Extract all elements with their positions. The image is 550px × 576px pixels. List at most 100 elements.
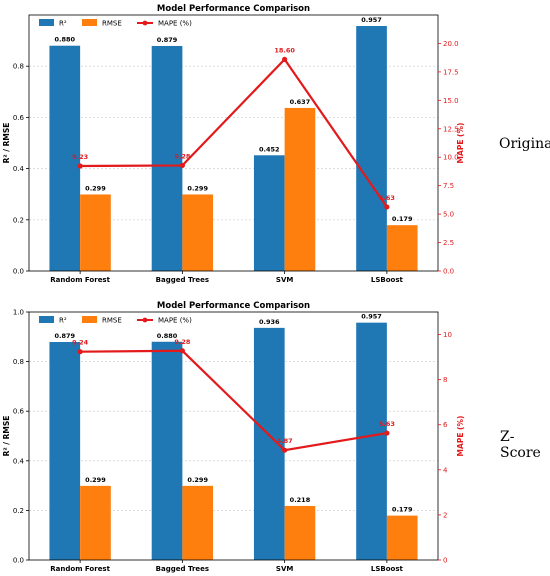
chart1-legend-label: R² [59,20,67,28]
chart1-bar-rmse [386,225,418,271]
chart2-bar-value-label: 0.218 [290,496,311,504]
chart1-mape-line [80,57,388,208]
chart1-y2-tick-label: 15.0 [443,97,459,105]
chart2-mape-point [179,348,185,354]
chart2-bar-r2 [356,322,387,560]
chart2-y-tick-label: 0.4 [13,457,25,465]
chart1-x-tick-label: Bagged Trees [156,276,209,284]
chart1-y-axis-label: R² / RMSE [2,123,11,164]
chart1-bar-rmse [182,194,214,271]
chart1-y2-tick-label: 20.0 [443,40,459,48]
chart1-plot-frame [28,14,439,272]
chart2-legend-swatch-r2 [39,316,54,323]
chart2-x-tick-label: Random Forest [50,565,110,573]
chart1-title: Model Performance Comparison [157,4,310,14]
chart2-bar-rmse [182,485,214,560]
chart2-mape-point [77,349,83,355]
chart2-legend-label: R² [59,317,67,325]
chart2-bar-value-label: 0.179 [392,506,413,514]
chart1-bar-r2 [151,45,183,272]
chart2-bar-r2 [49,342,81,560]
chart2-y2-tick-label: 8 [443,376,447,384]
chart2-x-tick-label: LSBoost [371,565,404,573]
chart1-bar-r2 [49,45,81,271]
chart1-x-tick-label: Random Forest [50,276,110,284]
chart2-bar-r2 [151,341,183,560]
chart2-title: Model Performance Comparison [157,301,310,311]
chart1-y2-tick-label: 5.0 [443,211,454,219]
chart1-mape-value-label: 9.28 [174,152,191,160]
chart1-legend-swatch-rmse [82,19,97,26]
chart2-bar-rmse [80,485,111,560]
chart1-bar-value-label: 0.452 [259,145,280,153]
chart1-bar-r2 [253,155,285,271]
chart2-y2-tick-label: 10 [443,331,452,339]
chart2-mape-value-label: 9.24 [72,339,89,347]
chart2-y-tick-label: 0.0 [13,557,24,565]
chart2-bar-value-label: 0.299 [85,476,106,484]
chart2-bar-value-label: 0.957 [361,313,382,321]
chart1-mape-value-label: 5.63 [379,194,395,202]
chart2-y-tick-label: 1.0 [13,309,24,317]
chart2-bar-value-label: 0.880 [157,332,178,340]
chart2-legend-label: RMSE [102,317,122,325]
chart2-legend-marker-mape [142,317,148,323]
chart2-mape-point [384,430,390,436]
chart1-mape-point [77,163,83,169]
chart1-bar-value-label: 0.880 [55,36,76,44]
chart2-bar-value-label: 0.936 [259,318,280,326]
chart1-y-tick-label: 0.2 [13,216,24,224]
chart2-legend-label: MAPE (%) [158,317,192,325]
chart1-legend-label: RMSE [102,20,122,28]
chart1-y2-tick-label: 10.0 [443,154,459,162]
chart1-mape-value-label: 9.23 [72,153,88,161]
chart2-y2-tick-label: 2 [443,511,447,519]
chart2-x-tick-label: Bagged Trees [156,565,209,573]
chart2-y2-tick-label: 0 [443,557,447,565]
chart1-y2-tick-label: 12.5 [443,125,459,133]
chart1-mape-point [179,162,185,169]
chart1-bar-value-label: 0.179 [392,215,413,223]
chart1-mape-point [282,56,288,62]
chart1-y2-tick-label: 17.5 [443,68,459,76]
chart2-bar-value-label: 0.299 [187,476,208,484]
chart1-mape-value-label: 18.60 [274,46,295,54]
chart1-y2-tick-label: 7.5 [443,182,454,190]
chart2-y2-tick-label: 4 [443,466,448,474]
chart1-bar-value-label: 0.879 [157,36,178,44]
chart2-y-tick-label: 0.8 [13,358,24,366]
chart1-bar-value-label: 0.299 [85,184,106,192]
chart2-mape-value-label: 9.28 [174,338,191,346]
chart2-bar-rmse [386,515,418,560]
chart1-y-tick-label: 0.8 [13,63,24,71]
chart1-y2-tick-label: 0.0 [443,268,454,276]
chart1-legend-label: MAPE (%) [158,20,192,28]
chart2-y2-tick-label: 6 [443,421,448,429]
chart1-bar-rmse [284,107,316,271]
chart1-bar-r2 [356,26,387,272]
chart1-y-tick-label: 0.4 [13,165,25,173]
chart2-plot-frame [28,311,439,561]
chart1-bar-value-label: 0.957 [361,16,382,24]
chart1-mape-point [384,204,390,210]
chart1-x-tick-label: LSBoost [371,276,404,284]
chart2-bar-value-label: 0.879 [55,332,76,340]
side-label-original: Original [499,136,550,152]
chart1-legend-marker-mape [142,20,148,26]
chart2-mape-value-label: 5.63 [379,420,395,428]
chart2-mape-line [80,349,388,452]
chart2-legend-swatch-rmse [82,316,97,323]
chart1-y2-axis-label: MAPE (%) [456,123,465,164]
chart2-mape-value-label: 4.87 [277,437,293,445]
chart2-x-tick-label: SVM [276,565,293,573]
side-label-zscore: Z-Score [500,429,541,461]
chart2-y2-axis-label: MAPE (%) [456,416,465,457]
chart1-bar-value-label: 0.299 [187,184,208,192]
chart1-x-tick-label: SVM [276,276,293,284]
chart2-mape-point [282,447,288,453]
chart1-bar-value-label: 0.637 [290,98,311,106]
chart2-y-axis-label: R² / RMSE [2,416,11,457]
chart1-y2-tick-label: 2.5 [443,239,454,247]
chart2-bar-rmse [284,505,316,560]
